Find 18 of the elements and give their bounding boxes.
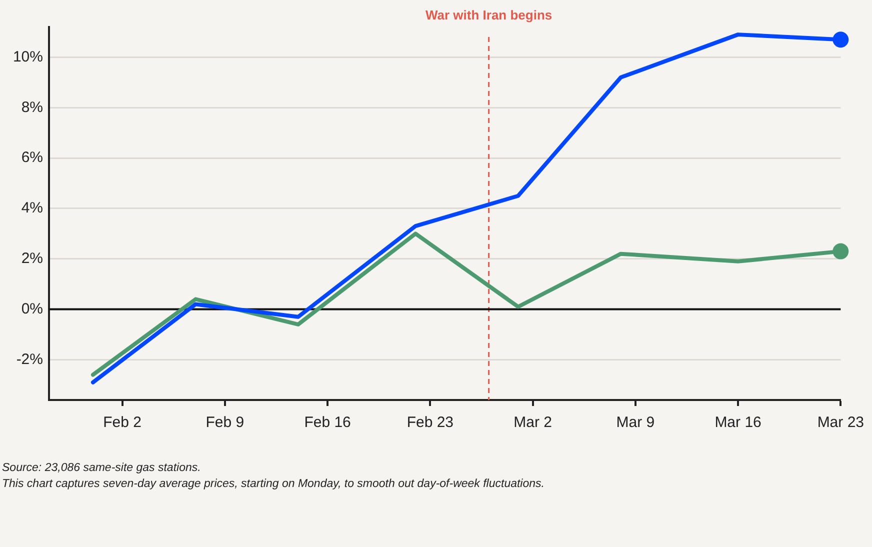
x-tick-label: Feb 23 xyxy=(406,414,454,432)
x-tick-label: Feb 9 xyxy=(206,414,244,432)
ref-line-label: War with Iran begins xyxy=(425,8,552,23)
x-tick-label: Mar 2 xyxy=(514,414,552,432)
x-tick-label: Mar 9 xyxy=(616,414,655,432)
x-tick-label: Mar 16 xyxy=(714,414,762,432)
y-tick-label: 2% xyxy=(21,250,43,268)
y-tick-label: 6% xyxy=(21,149,43,166)
x-tick-label: Feb 16 xyxy=(304,414,351,432)
x-tick-label: Mar 23 xyxy=(817,414,864,432)
x-tick-label: Feb 2 xyxy=(103,414,142,432)
y-tick-label: 4% xyxy=(21,200,43,217)
y-tick-label: 10% xyxy=(12,48,43,66)
y-tick-label: 8% xyxy=(21,98,43,116)
text: This chart captures seven-day average prices, starting on Monday, to smooth out day-of-week fluctuations. xyxy=(2,477,546,492)
source-note: Source: 23,086 same-site gas stations. xyxy=(2,461,202,476)
y-tick-label: 0% xyxy=(21,300,43,318)
y-tick-label: -2% xyxy=(16,350,43,368)
